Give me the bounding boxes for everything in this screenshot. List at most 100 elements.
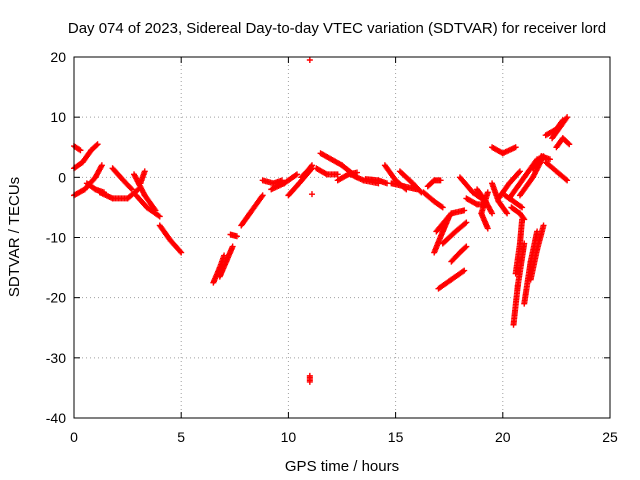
y-tick-label: -10 (46, 230, 66, 246)
data-series-segment (362, 176, 391, 187)
data-point (459, 268, 466, 275)
data-point (77, 147, 84, 154)
data-series-segment (96, 186, 142, 202)
data-point (564, 177, 571, 184)
data-point (462, 220, 469, 227)
data-point (489, 210, 496, 217)
y-tick-label: 20 (50, 49, 66, 65)
data-points (71, 57, 573, 385)
data-point (293, 171, 300, 178)
data-point (308, 163, 315, 170)
data-point (540, 222, 547, 229)
data-series-segment (137, 168, 148, 187)
data-point (463, 219, 470, 226)
data-point (233, 233, 240, 240)
data-series-segment (435, 267, 468, 292)
data-series-segment (268, 171, 300, 193)
data-series-segment (227, 231, 240, 240)
data-series-segment (298, 162, 315, 181)
y-ticks: 20 10 0 -10 -20 -30 -40 (46, 49, 610, 426)
data-point (546, 156, 553, 163)
data-point (128, 186, 135, 193)
data-series-segment (478, 189, 491, 232)
data-series-segment (456, 174, 489, 205)
y-axis-label: SDTVAR / TECUs (6, 177, 23, 297)
data-point (516, 168, 523, 175)
data-point (504, 210, 511, 217)
data-point (306, 57, 313, 64)
data-point (155, 212, 162, 219)
data-point (156, 213, 163, 220)
data-point (259, 192, 266, 199)
data-point (565, 140, 572, 147)
x-tick-label: 25 (602, 429, 618, 445)
x-tick-label: 20 (495, 429, 511, 445)
data-series-segment (388, 180, 421, 193)
data-point (438, 203, 445, 210)
data-point (563, 115, 570, 122)
data-point (512, 144, 519, 151)
y-tick-label: -20 (46, 290, 66, 306)
data-point (461, 207, 468, 214)
data-series-segment (542, 159, 571, 184)
data-point (93, 142, 100, 149)
data-series-segment (71, 143, 84, 154)
data-series-segment (527, 222, 547, 283)
data-point (519, 216, 526, 223)
data-point (308, 191, 315, 198)
data-point (278, 177, 285, 184)
data-series-segment (216, 243, 236, 280)
data-series-segment (553, 135, 573, 151)
data-series-segment (313, 165, 341, 178)
data-series-segment (489, 144, 519, 157)
data-series-segment (156, 222, 185, 256)
data-point (519, 204, 526, 211)
y-tick-label: 10 (50, 109, 66, 125)
x-tick-label: 10 (281, 429, 297, 445)
data-point (517, 203, 524, 210)
data-series-segment (238, 192, 266, 229)
data-point (98, 162, 105, 169)
data-point (94, 141, 101, 148)
data-series-segment (306, 57, 313, 64)
data-point (437, 177, 444, 184)
chart-title: Day 074 of 2023, Sidereal Day-to-day VTE… (68, 20, 606, 37)
data-point (308, 162, 315, 169)
y-tick-label: 0 (58, 169, 66, 185)
data-point (292, 172, 299, 179)
x-ticks: 0 5 10 15 20 25 (70, 57, 618, 445)
data-point (462, 244, 469, 251)
data-point (76, 146, 83, 153)
data-series-segment (529, 153, 553, 172)
data-point (258, 193, 265, 200)
data-point (484, 225, 491, 232)
data-series-segment (259, 177, 285, 187)
data-point (137, 180, 144, 187)
data-point (463, 243, 470, 250)
data-series-segment (306, 372, 313, 385)
grid-lines (74, 57, 610, 418)
data-series-segment (396, 168, 425, 196)
data-series-segment (516, 153, 547, 199)
x-axis-label: GPS time / hours (285, 458, 399, 475)
data-series-segment (308, 191, 315, 198)
y-tick-label: -30 (46, 350, 66, 366)
data-point (562, 176, 569, 183)
data-point (229, 243, 236, 250)
y-tick-label: -40 (46, 410, 66, 426)
data-series-segment (109, 165, 135, 193)
data-point (178, 249, 185, 256)
data-series-segment (424, 177, 444, 190)
data-point (177, 248, 184, 255)
data-series-segment (71, 141, 101, 172)
data-point (306, 378, 313, 385)
x-tick-label: 5 (177, 429, 185, 445)
data-point (461, 267, 468, 274)
data-series-segment (439, 219, 470, 247)
data-point (564, 114, 571, 121)
data-series-segment (495, 168, 523, 202)
data-point (439, 204, 446, 211)
data-point (566, 141, 573, 148)
x-tick-label: 0 (70, 429, 78, 445)
